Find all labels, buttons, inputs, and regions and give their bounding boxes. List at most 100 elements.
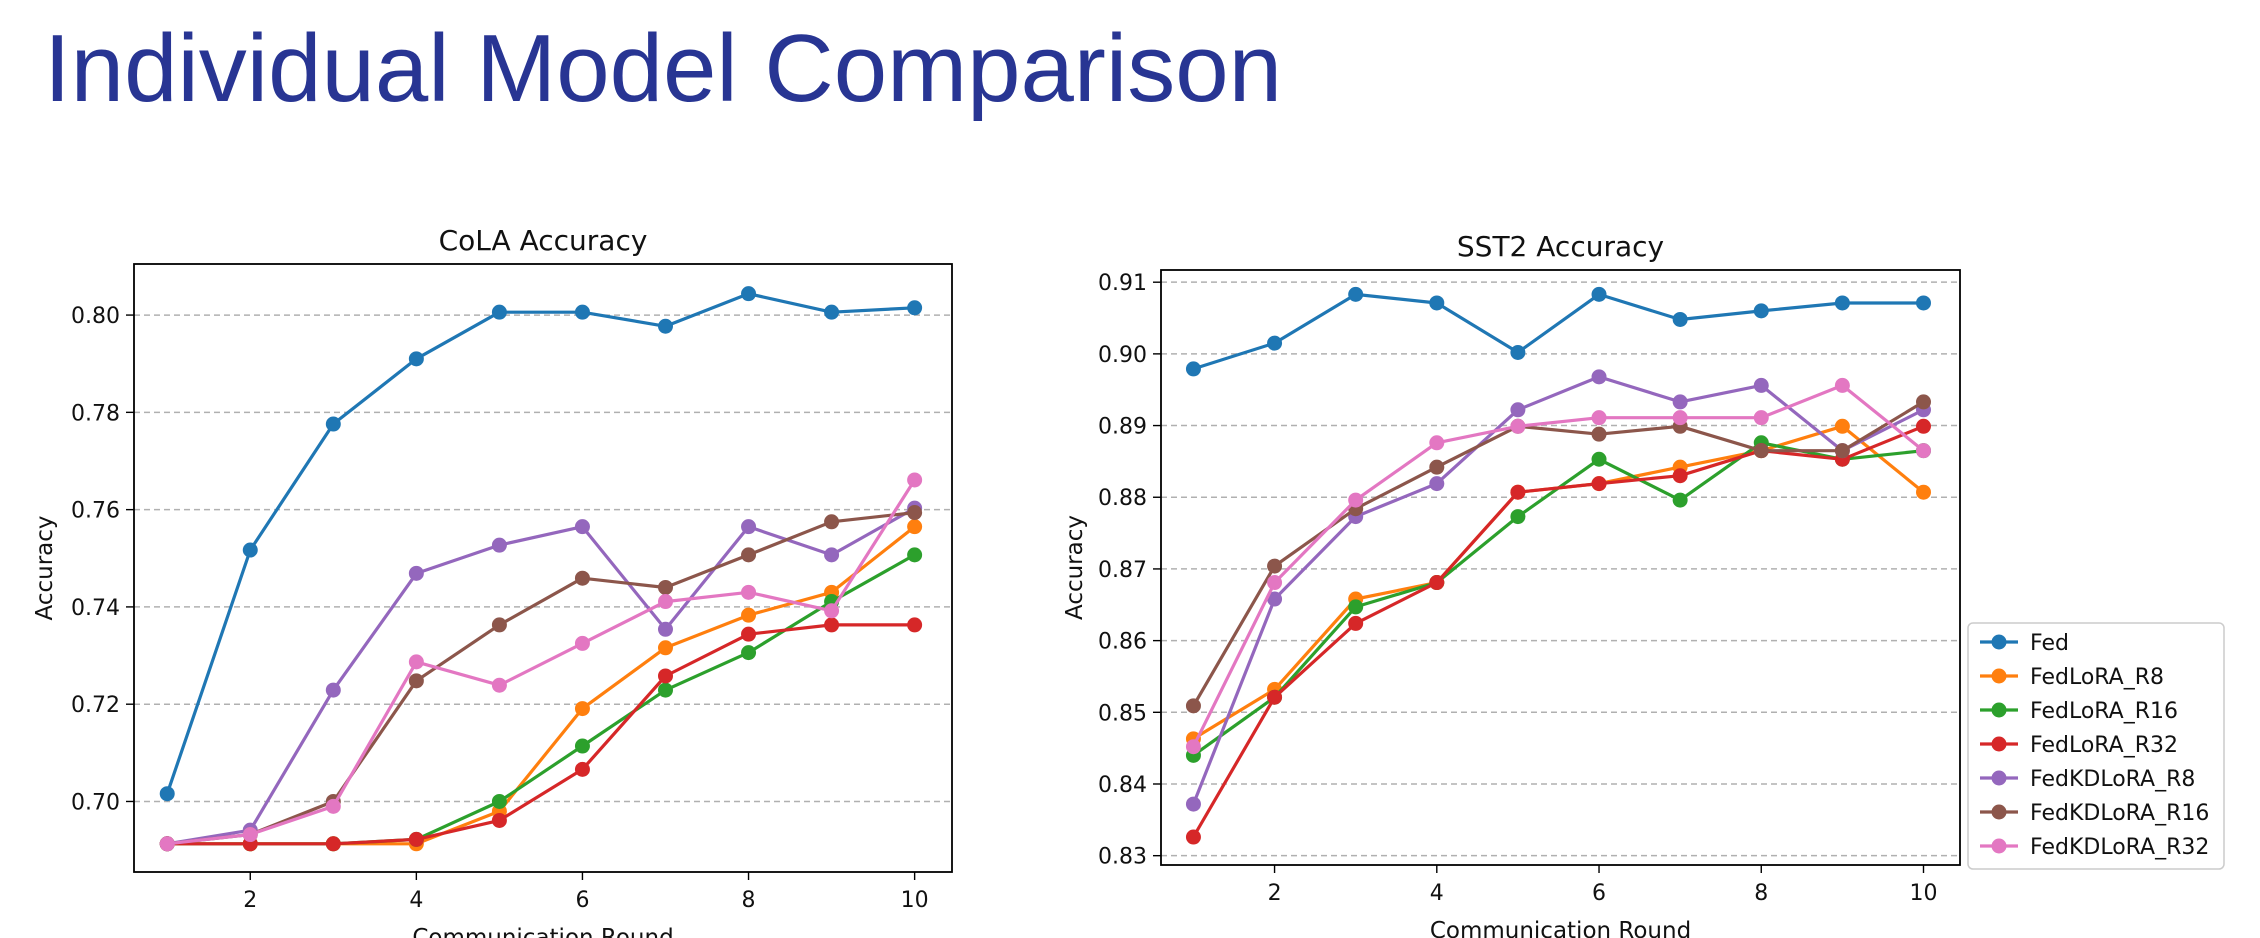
- cola-accuracy-point-fedkdlora-r8: [408, 565, 424, 581]
- sst2-accuracy-xtick-label: 2: [1268, 881, 1282, 906]
- cola-accuracy-point-fedlora-r16: [741, 645, 757, 661]
- cola-accuracy-series-fedkdlora-r8: [159, 500, 923, 852]
- cola-accuracy-point-fedkdlora-r32: [159, 836, 175, 852]
- cola-accuracy-point-fedlora-r32: [741, 626, 757, 642]
- cola-accuracy-point-fedlora-r8: [741, 607, 757, 623]
- sst2-accuracy-xtick-label: 10: [1909, 881, 1937, 906]
- legend-swatch-marker: [1991, 736, 2007, 752]
- cola-accuracy-point-fedkdlora-r32: [657, 594, 673, 610]
- cola-accuracy-point-fedkdlora-r8: [325, 682, 341, 698]
- sst2-accuracy-point-fedkdlora-r16: [1185, 698, 1201, 714]
- cola-accuracy-plot-frame: [133, 263, 953, 873]
- sst2-accuracy-point-fedkdlora-r32: [1185, 739, 1201, 755]
- sst2-accuracy-point-fedkdlora-r32: [1591, 410, 1607, 426]
- cola-accuracy-point-fedlora-r8: [574, 701, 590, 717]
- legend-item-fedlora-r8: FedLoRA_R8: [1980, 665, 2164, 690]
- sst2-accuracy-point-fed: [1915, 295, 1931, 311]
- cola-accuracy-point-fedlora-r16: [574, 738, 590, 754]
- sst2-accuracy-point-fedkdlora-r8: [1753, 377, 1769, 393]
- sst2-accuracy-x-axis-label: Communication Round: [1430, 918, 1691, 938]
- cola-accuracy-point-fedlora-r16: [907, 547, 923, 563]
- cola-accuracy-line-fedkdlora-r16: [167, 511, 915, 846]
- sst2-accuracy-ytick-label: 0.91: [1098, 271, 1147, 296]
- cola-accuracy-x-axis-label: Communication Round: [412, 925, 673, 938]
- sst2-accuracy-point-fedlora-r32: [1672, 468, 1688, 484]
- sst2-accuracy-chart-title: SST2 Accuracy: [1457, 230, 1664, 263]
- cola-accuracy-series-fedkdlora-r16: [159, 505, 923, 852]
- cola-accuracy-point-fedkdlora-r8: [741, 519, 757, 535]
- cola-accuracy-line-fedkdlora-r8: [166, 506, 916, 846]
- sst2-accuracy-line-fed: [1192, 292, 1924, 371]
- sst2-accuracy-line-fedkdlora-r16: [1192, 400, 1925, 707]
- sst2-accuracy-ytick-label: 0.83: [1098, 845, 1147, 870]
- cola-accuracy-point-fedkdlora-r32: [574, 635, 590, 651]
- sst2-accuracy-point-fed: [1510, 344, 1526, 360]
- cola-accuracy-point-fed: [907, 300, 923, 316]
- legend: Fed FedLoRA_R8 FedLoRA_R16 FedLoRA_R32 FedKD…: [1967, 622, 2225, 870]
- cola-accuracy-point-fedlora-r32: [657, 668, 673, 684]
- cola-accuracy-point-fedkdlora-r32: [242, 827, 258, 843]
- sst2-accuracy-point-fedlora-r32: [1429, 575, 1445, 591]
- cola-accuracy-y-axis-label: Accuracy: [32, 515, 58, 620]
- cola-accuracy-point-fedkdlora-r16: [491, 617, 507, 633]
- legend-label: FedKDLoRA_R32: [2030, 835, 2209, 860]
- cola-accuracy-ytick-label: 0.76: [71, 499, 120, 524]
- sst2-accuracy-point-fedkdlora-r16: [1429, 459, 1445, 475]
- cola-accuracy-point-fedkdlora-r8: [657, 621, 673, 637]
- cola-accuracy-point-fedlora-r32: [574, 761, 590, 777]
- cola-accuracy-series-fedkdlora-r32: [159, 472, 923, 852]
- cola-accuracy-point-fed: [159, 786, 175, 802]
- sst2-accuracy-point-fedkdlora-r16: [1591, 426, 1607, 442]
- cola-accuracy-ytick-label: 0.72: [71, 693, 120, 718]
- legend-swatch-marker: [1991, 804, 2007, 820]
- cola-accuracy-xtick-label: 4: [409, 888, 423, 913]
- sst2-accuracy-ytick-label: 0.89: [1098, 415, 1147, 440]
- sst2-accuracy-point-fed: [1672, 311, 1688, 327]
- cola-accuracy-point-fedlora-r32: [408, 831, 424, 847]
- sst2-accuracy-point-fedlora-r16: [1591, 451, 1607, 467]
- cola-accuracy-point-fedlora-r32: [824, 617, 840, 633]
- cola-accuracy-point-fed: [574, 304, 590, 320]
- sst2-accuracy-point-fedkdlora-r16: [1753, 443, 1769, 459]
- sst2-accuracy-line-fedlora-r32: [1192, 424, 1925, 838]
- cola-accuracy-point-fedkdlora-r16: [907, 505, 923, 521]
- sst2-accuracy-point-fedkdlora-r32: [1348, 492, 1364, 508]
- legend-item-fedkdlora-r16: FedKDLoRA_R16: [1980, 801, 2209, 826]
- cola-accuracy-line-fedkdlora-r32: [167, 479, 916, 846]
- sst2-accuracy-xtick-label: 8: [1754, 881, 1768, 906]
- sst2-accuracy-point-fedkdlora-r16: [1915, 394, 1931, 410]
- sst2-accuracy-series-fedkdlora-r8: [1185, 369, 1931, 812]
- sst2-accuracy-point-fedkdlora-r32: [1915, 443, 1931, 459]
- sst2-accuracy-point-fed: [1267, 335, 1283, 351]
- sst2-accuracy-y-axis-label: Accuracy: [1062, 515, 1088, 620]
- sst2-accuracy-point-fedlora-r32: [1185, 829, 1201, 845]
- legend-label: Fed: [2030, 631, 2069, 656]
- sst2-accuracy-ytick-label: 0.88: [1098, 486, 1147, 511]
- sst2-accuracy-xtick-label: 6: [1592, 881, 1606, 906]
- cola-accuracy-series-fedlora-r16: [159, 547, 923, 852]
- cola-accuracy-point-fedkdlora-r32: [491, 677, 507, 693]
- cola-accuracy-series-fedlora-r32: [159, 617, 923, 852]
- legend-swatch-marker: [1991, 702, 2007, 718]
- cola-accuracy-line-fedlora-r16: [167, 553, 916, 846]
- sst2-accuracy-point-fedlora-r32: [1267, 689, 1283, 705]
- legend-label: FedLoRA_R8: [2030, 665, 2164, 690]
- cola-accuracy-ytick-label: 0.70: [71, 790, 120, 815]
- cola-accuracy-point-fedlora-r8: [657, 640, 673, 656]
- sst2-accuracy-ytick-label: 0.84: [1098, 773, 1147, 798]
- cola-accuracy-point-fedkdlora-r32: [741, 584, 757, 600]
- cola-accuracy-point-fed: [325, 416, 341, 432]
- sst2-accuracy-point-fedkdlora-r8: [1591, 369, 1607, 385]
- cola-accuracy-point-fedkdlora-r8: [824, 547, 840, 563]
- legend-label: FedLoRA_R32: [2030, 733, 2178, 758]
- sst2-accuracy-point-fedlora-r16: [1348, 599, 1364, 615]
- cola-accuracy-point-fedkdlora-r16: [408, 673, 424, 689]
- cola-accuracy-line-fed: [165, 292, 915, 795]
- cola-accuracy-point-fedlora-r16: [491, 793, 507, 809]
- sst2-accuracy-point-fed: [1834, 295, 1850, 311]
- cola-accuracy-point-fedkdlora-r32: [907, 472, 923, 488]
- cola-accuracy-xtick-label: 8: [742, 888, 756, 913]
- sst2-accuracy-point-fedkdlora-r8: [1672, 394, 1688, 410]
- cola-accuracy-point-fedkdlora-r32: [408, 654, 424, 670]
